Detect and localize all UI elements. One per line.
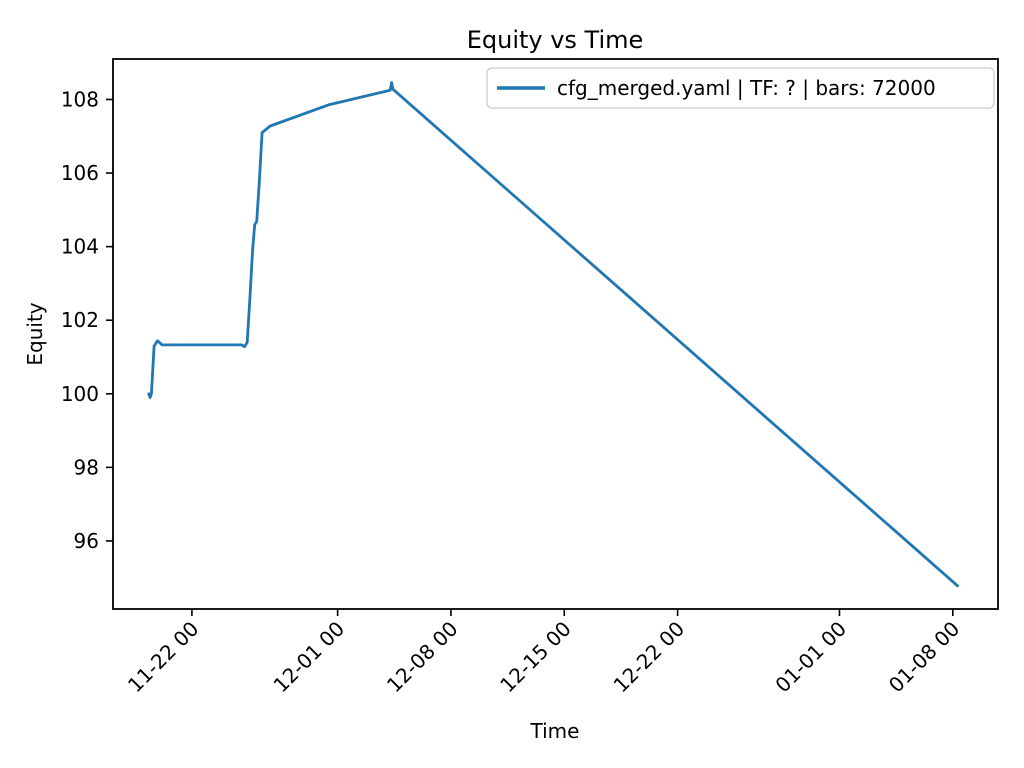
x-tick-label: 01-08 00 <box>884 617 965 698</box>
x-axis-label: Time <box>530 719 580 743</box>
y-tick-label: 108 <box>61 87 99 111</box>
x-tick-label: 11-22 00 <box>123 617 204 698</box>
equity-line <box>147 81 959 588</box>
x-tick-label: 01-01 00 <box>770 617 851 698</box>
y-tick-label: 102 <box>61 308 99 332</box>
chart-title: Equity vs Time <box>467 26 644 54</box>
x-tick-label: 12-01 00 <box>269 617 350 698</box>
y-tick-label: 98 <box>74 455 99 479</box>
y-tick-label: 100 <box>61 382 99 406</box>
plot-area: 96 98 100 102 104 106 108 11-22 00 12-01 00 12-08… <box>61 58 999 698</box>
legend-frame <box>486 67 995 109</box>
legend-label: cfg_merged.yaml | TF: ? | bars: 72000 <box>557 76 936 100</box>
x-tick-label: 12-08 00 <box>382 617 463 698</box>
y-tick-label: 104 <box>61 235 99 259</box>
y-tick-label: 106 <box>61 161 99 185</box>
plot-border <box>112 58 999 610</box>
x-tick-label: 12-15 00 <box>495 617 576 698</box>
y-axis-label: Equity <box>23 302 47 365</box>
x-tick-label: 12-22 00 <box>609 617 690 698</box>
legend: cfg_merged.yaml | TF: ? | bars: 72000 <box>486 67 995 109</box>
y-tick-label: 96 <box>74 529 99 553</box>
